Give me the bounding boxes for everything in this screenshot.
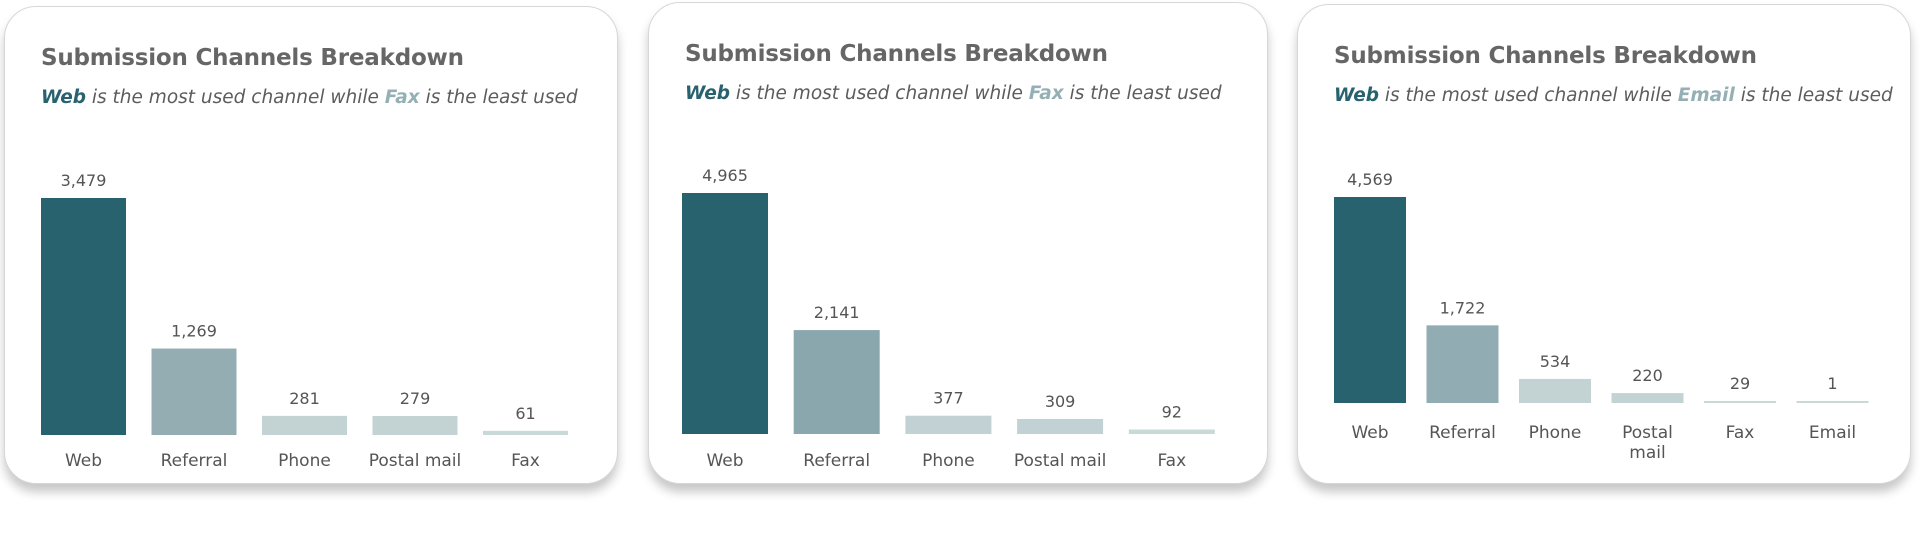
subtitle-text-end: is the least used [419,87,578,108]
category-label: Postal mail [1014,451,1107,471]
data-label: 279 [400,389,431,408]
chart-card-1: Submission Channels Breakdown Web is the… [4,6,618,484]
data-label: 534 [1540,352,1571,371]
data-label: 61 [515,404,535,423]
category-label: Fax [1157,451,1186,471]
category-label: Postal mail [1622,423,1673,463]
category-label: Phone [922,451,975,471]
bar-postal-mail [1017,419,1104,434]
bar-chart-1: 3,479 Web 1,269 Referral 281 Phone 279 Postal m… [41,171,568,471]
bar-postal-mail [1611,393,1684,403]
category-label: Email [1809,423,1856,443]
chart-title: Submission Channels Breakdown [41,45,464,71]
subtitle-text: is the most used channel while [86,87,385,108]
data-label: 1,269 [171,322,217,341]
subtitle-text: is the most used channel while [730,83,1029,104]
data-label: 2,141 [814,303,860,322]
bar-fax [1128,429,1215,434]
bar-web [1334,197,1406,403]
data-label: 4,965 [702,166,748,185]
bar-email [1796,401,1869,403]
category-label: Phone [278,451,331,471]
data-label: 29 [1730,374,1750,393]
category-label: Web [65,451,102,471]
data-label: 4,569 [1347,170,1393,189]
data-label: 1 [1827,374,1837,393]
data-label: 1,722 [1440,298,1486,317]
category-label: Phone [1529,423,1582,443]
category-label: Referral [161,451,228,471]
subtitle-least-label: Fax [384,87,420,108]
chart-card-3: Submission Channels Breakdown Web is the… [1297,4,1911,484]
bar-fax [483,430,568,435]
bar-chart-3: 4,569 Web 1,722 Referral 534 Phone 220 Postal ma… [1334,170,1869,463]
subtitle-text-end: is the least used [1734,85,1893,106]
subtitle-text: is the most used channel while [1379,85,1678,106]
chart-subtitle: Web is the most used channel while Fax i… [685,83,1222,104]
data-label: 3,479 [61,171,107,190]
subtitle-least-label: Email [1677,85,1735,106]
bar-phone [905,415,992,434]
chart-subtitle: Web is the most used channel while Email… [1334,85,1893,106]
bar-referral [1426,325,1499,403]
data-label: 220 [1632,366,1663,385]
bar-referral [151,348,237,435]
subtitle-least-label: Fax [1028,83,1064,104]
category-label: Web [706,451,743,471]
category-label: Fax [511,451,540,471]
chart-subtitle: Web is the most used channel while Fax i… [41,87,578,108]
data-label: 281 [289,389,320,408]
subtitle-most-label: Web [1334,85,1380,106]
bar-referral [793,330,880,434]
subtitle-most-label: Web [41,87,87,108]
bar-fax [1704,401,1776,403]
bar-phone [1519,378,1591,403]
bar-chart-2: 4,965 Web 2,141 Referral 377 Phone 309 Postal m… [682,166,1215,471]
data-label: 92 [1162,403,1182,422]
bar-phone [262,415,347,435]
chart-card-2: Submission Channels Breakdown Web is the… [648,2,1268,484]
data-label: 309 [1045,392,1076,411]
bar-web [41,198,126,435]
subtitle-most-label: Web [685,83,731,104]
chart-title: Submission Channels Breakdown [685,41,1108,67]
bar-postal-mail [372,415,458,435]
category-label: Fax [1726,423,1755,443]
subtitle-text-end: is the least used [1063,83,1222,104]
category-label: Referral [803,451,870,471]
chart-title: Submission Channels Breakdown [1334,43,1757,69]
category-label: Postal mail [369,451,462,471]
category-label: Referral [1429,423,1496,443]
category-label: Web [1351,423,1388,443]
data-label: 377 [933,389,964,408]
bar-web [682,193,768,434]
